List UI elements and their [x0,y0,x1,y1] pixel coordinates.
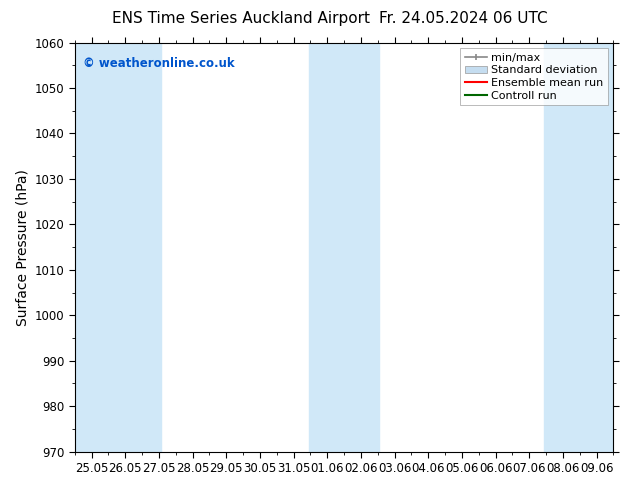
Legend: min/max, Standard deviation, Ensemble mean run, Controll run: min/max, Standard deviation, Ensemble me… [460,48,608,105]
Y-axis label: Surface Pressure (hPa): Surface Pressure (hPa) [15,169,29,325]
Text: ENS Time Series Auckland Airport: ENS Time Series Auckland Airport [112,11,370,26]
Bar [309,43,379,452]
Bar [545,43,614,452]
Bar [75,43,160,452]
Text: © weatheronline.co.uk: © weatheronline.co.uk [83,57,235,70]
Text: Fr. 24.05.2024 06 UTC: Fr. 24.05.2024 06 UTC [378,11,547,26]
